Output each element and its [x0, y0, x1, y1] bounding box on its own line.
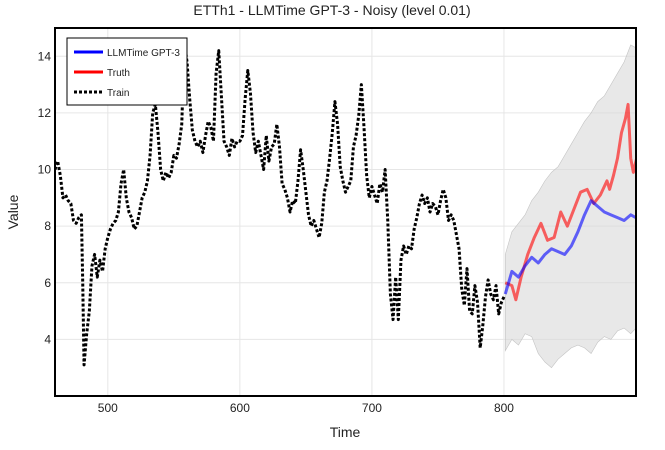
legend-label: Truth — [107, 68, 130, 79]
y-tick-label: 4 — [44, 332, 51, 346]
y-tick-label: 6 — [44, 276, 51, 290]
plot-frame — [54, 27, 637, 397]
uncertainty-band — [504, 44, 636, 369]
chart-title: ETTh1 - LLMTime GPT-3 - Noisy (level 0.0… — [193, 2, 470, 18]
series-layer — [55, 40, 636, 367]
uncertainty-band-layer — [504, 44, 636, 369]
x-tick-label: 800 — [494, 401, 514, 415]
x-axis: 500 600 700 800 — [98, 401, 514, 415]
y-tick-label: 10 — [38, 163, 52, 177]
x-tick-label: 700 — [362, 401, 382, 415]
x-axis-label: Time — [330, 424, 361, 440]
series-llmtime-gpt-3 — [503, 199, 636, 295]
legend-label: LLMTime GPT-3 — [107, 48, 180, 59]
legend-label: Train — [107, 88, 129, 99]
y-tick-label: 8 — [44, 219, 51, 233]
y-axis: 4 6 8 10 12 14 — [38, 49, 52, 346]
y-tick-label: 12 — [38, 106, 52, 120]
x-tick-label: 500 — [98, 401, 118, 415]
y-tick-label: 14 — [38, 49, 52, 63]
series-truth — [504, 102, 636, 302]
legend-box — [66, 37, 188, 106]
y-axis-label: Value — [5, 194, 21, 229]
legend: LLMTime GPT-3 Truth Train — [66, 37, 188, 106]
x-tick-label: 600 — [230, 401, 250, 415]
